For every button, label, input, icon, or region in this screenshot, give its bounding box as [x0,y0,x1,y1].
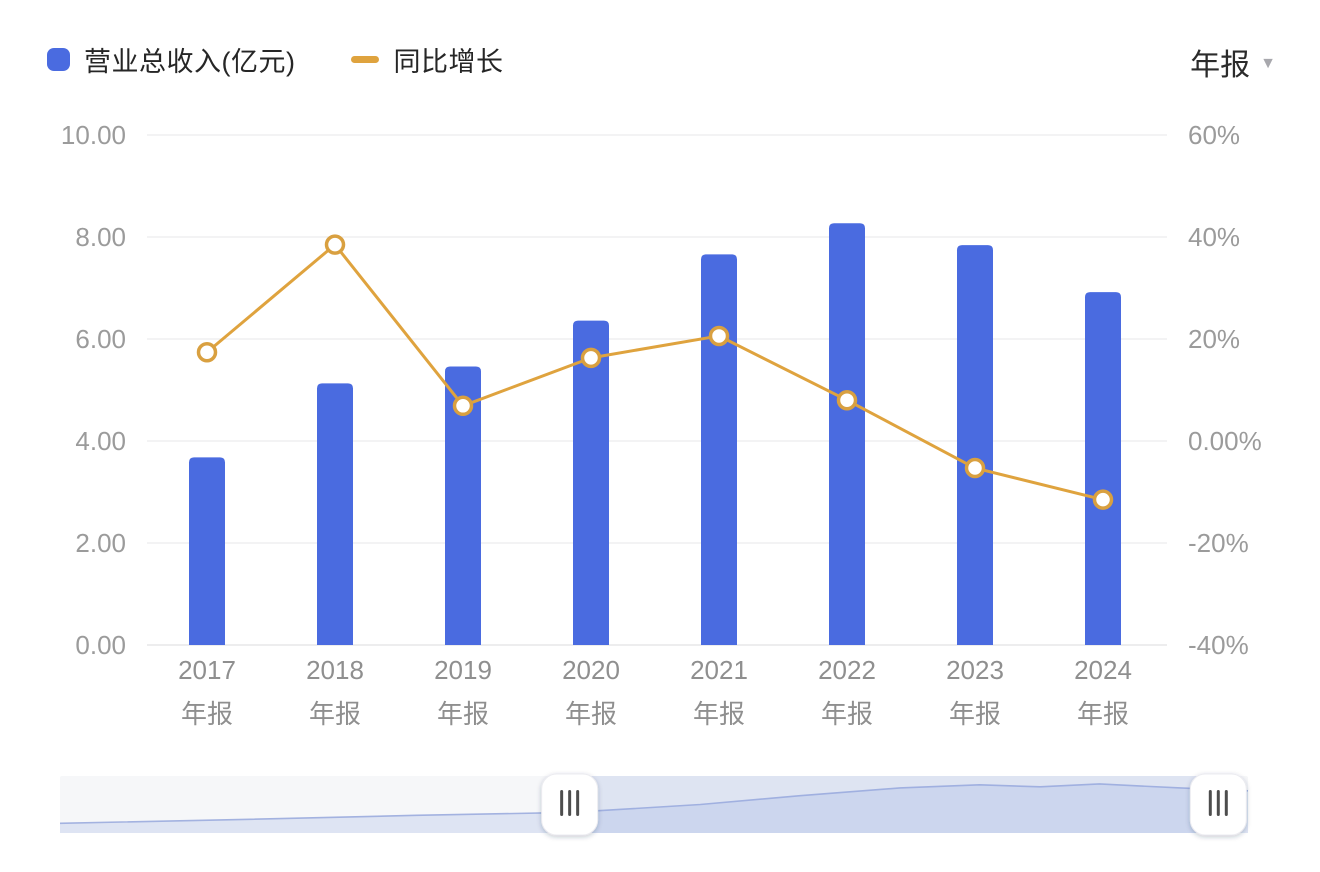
chart-legend: 营业总收入(亿元) 同比增长 [47,40,503,79]
legend-item-growth[interactable]: 同比增长 [351,40,503,79]
growth-point-2022[interactable] [836,389,858,411]
chevron-down-icon: ▼ [1260,55,1276,72]
growth-point-2020[interactable] [580,347,602,369]
growth-point-2023[interactable] [964,457,986,479]
report-period-selector[interactable]: 年报 ▼ [1190,40,1276,84]
right-axis-tick: 0.00% [1188,426,1262,456]
x-label-period-2022: 年报 [821,699,873,729]
x-label-year-2020: 2020 [562,655,620,685]
right-axis-tick: 40% [1188,222,1240,252]
slider-right-handle[interactable] [1189,773,1247,836]
x-label-year-2023: 2023 [946,655,1004,685]
handle-grip-icon [1224,790,1228,816]
x-label-period-2018: 年报 [309,699,361,729]
x-label-period-2017: 年报 [181,699,233,729]
slider-area-line [59,783,1249,825]
growth-point-2017[interactable] [196,342,218,363]
x-label-year-2017: 2017 [178,655,236,685]
revenue-bar-2020[interactable] [573,320,609,645]
legend-item-revenue[interactable]: 营业总收入(亿元) [47,40,295,79]
right-axis-tick: -40% [1188,630,1249,660]
revenue-bar-2018[interactable] [317,383,353,645]
revenue-bar-2022[interactable] [829,223,865,646]
slider-selected-window[interactable] [569,776,1219,833]
left-axis-tick: 8.00 [75,222,126,252]
x-label-year-2024: 2024 [1074,655,1132,685]
growth-point-2024[interactable] [1092,489,1114,510]
x-label-period-2020: 年报 [565,699,617,729]
slider-left-handle[interactable] [541,773,599,836]
left-axis-tick: 6.00 [75,324,126,354]
right-axis-tick: -20% [1188,528,1249,558]
legend-label-growth: 同比增长 [393,47,504,77]
x-label-period-2021: 年报 [693,699,745,729]
growth-line-swatch-icon [351,56,380,63]
growth-line [196,234,1114,510]
x-label-period-2024: 年报 [1077,699,1129,729]
handle-grip-icon [568,790,572,816]
legend-label-revenue: 营业总收入(亿元) [84,47,296,77]
handle-grip-icon [1216,790,1220,816]
handle-grip-icon [1208,790,1212,816]
growth-point-2019[interactable] [452,395,474,417]
left-axis-tick: 10.00 [61,120,126,150]
revenue-bar-2019[interactable] [445,366,481,645]
revenue-bar-2024[interactable] [1085,292,1121,645]
left-axis-tick: 2.00 [75,528,126,558]
axis-labels: 10.00 60% 8.00 40% 6.00 20% 4.00 0.00% 2.00 -20% 0… [61,120,1262,660]
revenue-bar-2017[interactable] [189,457,225,645]
x-label-year-2019: 2019 [434,655,492,685]
x-axis-labels: 2017 年报 2018 年报 2019 年报 2020 年报 2021 年报 2022 年报 2023… [178,655,1132,729]
x-label-period-2023: 年报 [949,699,1001,729]
gridlines [147,134,1167,646]
slider-area-fill [60,783,1248,833]
revenue-bars [189,223,1121,646]
right-axis-tick: 20% [1188,324,1240,354]
report-period-value: 年报 [1190,49,1251,82]
revenue-bar-swatch-icon [47,48,70,71]
left-axis-tick: 4.00 [75,426,126,456]
x-label-period-2019: 年报 [437,699,489,729]
growth-line-path [206,243,1104,502]
growth-point-2018[interactable] [324,234,346,255]
left-axis-tick: 0.00 [75,630,126,660]
x-label-year-2022: 2022 [818,655,876,685]
handle-grip-icon [576,790,580,816]
revenue-bar-2023[interactable] [957,245,993,645]
handle-grip-icon [560,790,564,816]
x-label-year-2018: 2018 [306,655,364,685]
data-zoom-slider[interactable] [59,773,1249,836]
right-axis-tick: 60% [1188,120,1240,150]
growth-point-2021[interactable] [708,325,730,347]
revenue-bar-2021[interactable] [701,254,737,645]
x-label-year-2021: 2021 [690,655,748,685]
